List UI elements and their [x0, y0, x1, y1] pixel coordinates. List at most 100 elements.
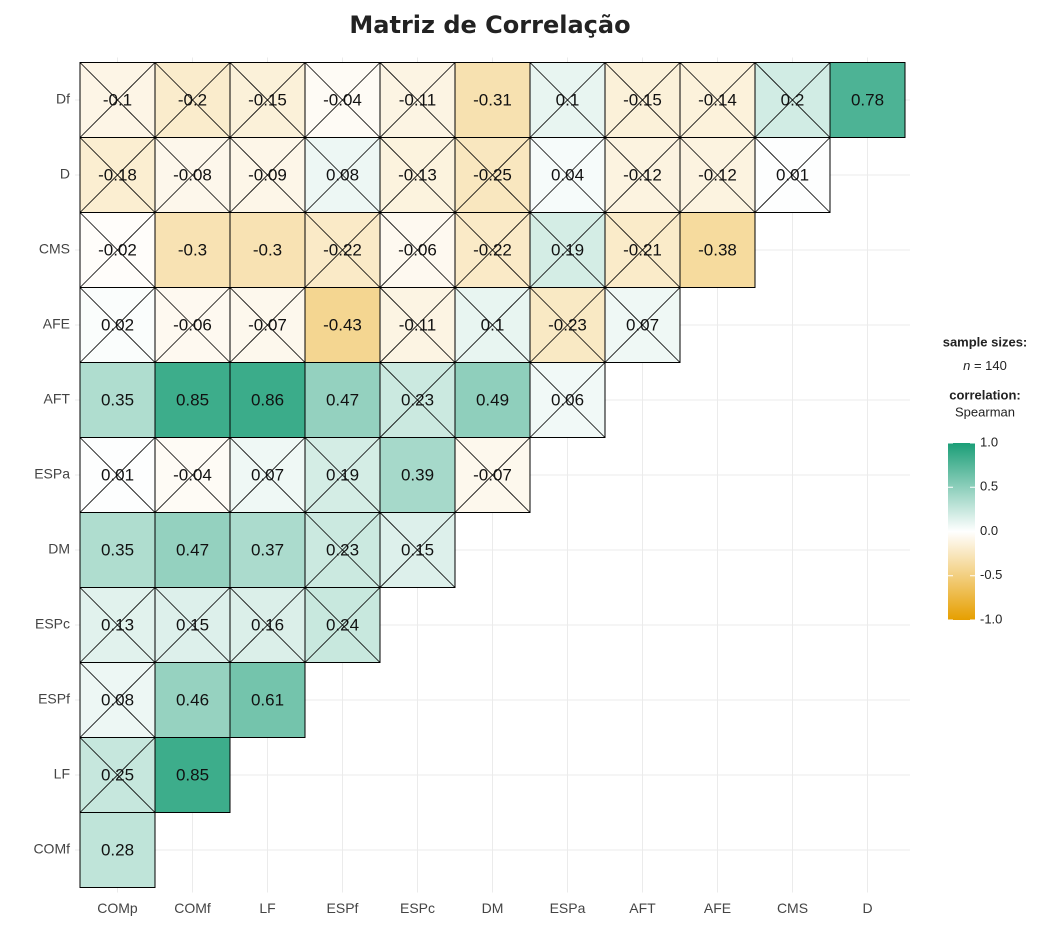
cell-label: -0.43: [323, 315, 362, 334]
y-tick-label: AFE: [43, 316, 70, 332]
legend-sample-title: sample sizes:: [943, 334, 1028, 349]
cell-label: 0.78: [851, 90, 884, 109]
cell-label: -0.11: [399, 315, 437, 334]
cell: [79, 362, 156, 438]
cell: [229, 362, 306, 438]
cross: [79, 212, 156, 288]
cell-label: -0.21: [623, 240, 662, 259]
cross: [454, 287, 531, 363]
cross: [604, 137, 681, 213]
cell: [379, 437, 456, 513]
cross: [754, 62, 831, 138]
y-tick-label: DM: [48, 541, 70, 557]
cell-label: -0.2: [178, 90, 207, 109]
cell-label: -0.22: [323, 240, 362, 259]
cross: [529, 212, 606, 288]
cell-label: 0.25: [101, 765, 134, 784]
x-tick-label: AFE: [704, 900, 731, 916]
x-tick-label: ESPf: [327, 900, 359, 916]
cross: [229, 137, 306, 213]
colorbar-tick-label: -0.5: [980, 567, 1002, 582]
cell: [154, 362, 231, 438]
cell: [154, 512, 231, 588]
cell-label: 0.19: [551, 240, 584, 259]
cell-label: -0.3: [253, 240, 282, 259]
cell-label: -0.02: [98, 240, 137, 259]
cross: [454, 437, 531, 513]
cross: [304, 512, 381, 588]
cross: [79, 62, 156, 138]
cell-label: 0.07: [251, 465, 284, 484]
cell-label: 0.23: [401, 390, 434, 409]
cell-label: 0.1: [481, 315, 505, 334]
cell: [454, 62, 531, 138]
cell-label: -0.38: [698, 240, 737, 259]
cell-label: -0.25: [473, 165, 512, 184]
cell-label: -0.14: [698, 90, 737, 109]
x-tick-label: AFT: [629, 900, 656, 916]
cell-label: 0.28: [101, 840, 134, 859]
cross: [79, 287, 156, 363]
x-tick-label: ESPa: [550, 900, 586, 916]
cell-label: -0.22: [473, 240, 512, 259]
cell: [679, 212, 756, 288]
cross: [379, 212, 456, 288]
cross: [229, 62, 306, 138]
cross: [379, 512, 456, 588]
cross: [379, 287, 456, 363]
x-tick-label: D: [862, 900, 872, 916]
cell-label: 0.01: [776, 165, 809, 184]
cell-label: 0.85: [176, 390, 209, 409]
cell-label: -0.07: [248, 315, 287, 334]
x-tick-label: COMf: [174, 900, 211, 916]
cross: [529, 362, 606, 438]
cross: [379, 62, 456, 138]
cell-label: 0.08: [101, 690, 134, 709]
cell-label: -0.12: [698, 165, 737, 184]
cell-label: 0.16: [251, 615, 284, 634]
cell-label: 0.04: [551, 165, 584, 184]
y-tick-label: CMS: [39, 241, 70, 257]
cell-label: 0.2: [781, 90, 805, 109]
cross: [154, 62, 231, 138]
cell-label: 0.35: [101, 390, 134, 409]
legend-sample-size: n = 140: [963, 358, 1007, 373]
cell: [229, 662, 306, 738]
cell-label: 0.15: [401, 540, 434, 559]
cell-label: -0.3: [178, 240, 207, 259]
cell-label: 0.85: [176, 765, 209, 784]
cross: [229, 587, 306, 663]
cross: [229, 287, 306, 363]
cell-label: 0.47: [326, 390, 359, 409]
x-tick-label: LF: [259, 900, 275, 916]
cross: [379, 137, 456, 213]
cell-label: -0.23: [548, 315, 587, 334]
cross: [304, 137, 381, 213]
x-tick-label: CMS: [777, 900, 808, 916]
x-tick-label: ESPc: [400, 900, 435, 916]
y-tick-label: LF: [54, 766, 70, 782]
cross: [304, 212, 381, 288]
y-tick-label: ESPf: [38, 691, 70, 707]
cell-label: -0.06: [398, 240, 437, 259]
cross: [679, 62, 756, 138]
cell-label: -0.04: [323, 90, 362, 109]
cell-label: 0.01: [101, 465, 134, 484]
cross: [79, 137, 156, 213]
cell-label: 0.49: [476, 390, 509, 409]
cross: [454, 137, 531, 213]
cross: [529, 287, 606, 363]
cell-label: 0.86: [251, 390, 284, 409]
y-tick-label: COMf: [33, 841, 70, 857]
cell-label: 0.15: [176, 615, 209, 634]
y-tick-label: ESPc: [35, 616, 70, 632]
legend-method-title: correlation:: [949, 387, 1021, 402]
cell-label: -0.08: [173, 165, 212, 184]
cross: [79, 437, 156, 513]
cross: [79, 737, 156, 813]
cross: [679, 137, 756, 213]
cross: [304, 62, 381, 138]
cross: [604, 212, 681, 288]
y-tick-label: Df: [56, 91, 70, 107]
cross: [379, 362, 456, 438]
